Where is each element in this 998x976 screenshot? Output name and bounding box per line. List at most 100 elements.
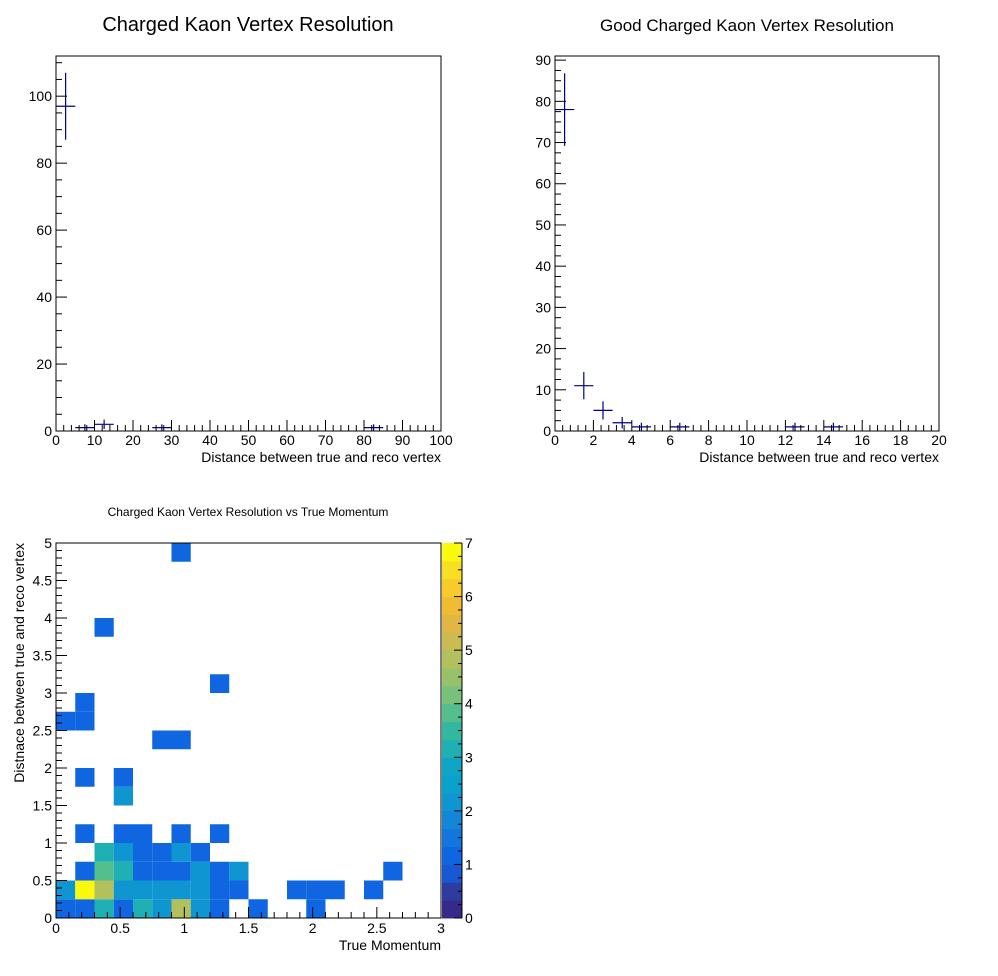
color-scale-tick-label: 5 <box>465 642 473 658</box>
x-tick-label: 0 <box>52 920 60 936</box>
data-point <box>593 401 613 420</box>
y-tick-label: 0 <box>543 423 551 439</box>
color-scale-tick-label: 2 <box>465 803 473 819</box>
heatmap-cell <box>364 880 384 900</box>
heatmap-cell <box>113 899 133 918</box>
heatmap-cells <box>56 543 403 918</box>
heatmap-cell <box>210 899 230 918</box>
color-scale-tick-label: 0 <box>465 910 473 926</box>
color-scale: 0 1 2 3 4 5 6 7 <box>442 535 473 926</box>
heatmap-cell <box>133 880 153 900</box>
x-tick-label: 0.5 <box>110 920 130 936</box>
heatmap-cell <box>113 880 133 900</box>
heatmap-cell <box>248 899 268 918</box>
x-axis: 0 0.5 1 1.5 2 2.5 3 <box>52 907 445 936</box>
y-tick-label: 70 <box>535 135 551 151</box>
heatmap-cell <box>113 861 133 881</box>
x-tick-label: 14 <box>816 432 832 448</box>
color-scale-swatch <box>442 757 462 776</box>
x-tick-label: 2.5 <box>367 920 387 936</box>
x-tick-label: 40 <box>202 432 218 448</box>
heatmap-cell <box>210 674 230 693</box>
data-points <box>555 73 843 431</box>
y-tick-label: 40 <box>36 289 52 305</box>
heatmap-cell <box>152 861 172 881</box>
data-point <box>152 424 172 431</box>
y-tick-label: 50 <box>535 217 551 233</box>
heatmap-cell <box>133 824 153 843</box>
x-tick-label: 4 <box>628 432 636 448</box>
y-tick-label: 3.5 <box>33 648 53 664</box>
x-tick-label: 20 <box>125 432 141 448</box>
heatmap-cell <box>56 880 76 900</box>
heatmap-cell <box>171 880 191 900</box>
panel-title: Charged Kaon Vertex Resolution <box>102 14 393 36</box>
x-tick-label: 70 <box>318 432 334 448</box>
y-tick-label: 60 <box>535 176 551 192</box>
heatmap-cell <box>190 880 210 900</box>
heatmap-cell <box>171 899 191 918</box>
x-tick-label: 0 <box>52 432 60 448</box>
data-point <box>670 422 690 431</box>
resolution-histogram-panel: Charged Kaon Vertex Resolution 0 10 20 30 40… <box>29 14 453 465</box>
good-resolution-histogram-panel: Good Charged Kaon Vertex Resolution 0 2 4 6… <box>535 16 947 465</box>
y-tick-label: 20 <box>535 341 551 357</box>
heatmap-cell <box>56 711 76 731</box>
x-tick-label: 12 <box>778 432 794 448</box>
y-tick-label: 20 <box>36 356 52 372</box>
x-axis-label: Distance between true and reco vertex <box>699 449 939 465</box>
heatmap-cell <box>75 824 95 843</box>
heatmap-cell <box>94 843 114 862</box>
x-tick-label: 20 <box>931 432 947 448</box>
color-scale-swatch <box>442 810 462 830</box>
heatmap-cell <box>56 899 76 918</box>
color-scale-swatch <box>442 614 462 633</box>
data-point <box>555 73 575 146</box>
color-scale-swatch <box>442 846 462 865</box>
heatmap-cell <box>229 880 249 900</box>
color-scale-swatch <box>442 775 462 794</box>
heatmap-cell <box>152 843 172 862</box>
x-axis-label: Distance between true and reco vertex <box>201 449 441 465</box>
heatmap-cell <box>171 861 191 881</box>
color-scale-swatch <box>442 650 462 669</box>
color-scale-swatch <box>442 685 462 705</box>
heatmap-cell <box>190 843 210 862</box>
color-scale-swatch <box>442 721 462 740</box>
y-axis: 0 10 20 30 40 50 60 70 80 90 <box>535 52 566 439</box>
y-tick-label: 5 <box>44 535 52 551</box>
y-tick-label: 0 <box>44 910 52 926</box>
x-tick-label: 16 <box>854 432 870 448</box>
color-scale-swatch <box>442 739 462 758</box>
y-tick-label: 2.5 <box>33 723 53 739</box>
color-scale-swatch <box>442 596 462 615</box>
y-tick-label: 60 <box>36 222 52 238</box>
color-scale-tick-label: 7 <box>465 535 473 551</box>
color-scale-swatch <box>442 668 462 687</box>
y-tick-label: 3 <box>44 685 52 701</box>
data-point <box>785 422 805 431</box>
color-scale-swatch <box>442 864 462 883</box>
data-point <box>56 72 76 140</box>
y-tick-label: 100 <box>29 88 53 104</box>
heatmap-cell <box>94 899 114 918</box>
heatmap-cell <box>75 693 95 712</box>
heatmap-cell <box>94 618 114 637</box>
heatmap-cell <box>171 543 191 562</box>
y-tick-label: 40 <box>535 258 551 274</box>
x-tick-label: 80 <box>356 432 372 448</box>
y-tick-label: 80 <box>36 155 52 171</box>
heatmap-cell <box>152 730 172 750</box>
y-axis: 0 0.5 1 1.5 2 2.5 3 3.5 4 4.5 5 <box>33 535 67 926</box>
data-point <box>612 416 632 429</box>
y-tick-label: 0 <box>44 423 52 439</box>
data-points <box>56 72 384 431</box>
y-tick-label: 4.5 <box>33 573 53 589</box>
x-tick-label: 90 <box>395 432 411 448</box>
data-point <box>574 372 594 400</box>
x-tick-label: 50 <box>241 432 257 448</box>
color-scale-tick-label: 3 <box>465 749 473 765</box>
x-tick-label: 30 <box>164 432 180 448</box>
color-scale-swatch <box>442 560 462 580</box>
